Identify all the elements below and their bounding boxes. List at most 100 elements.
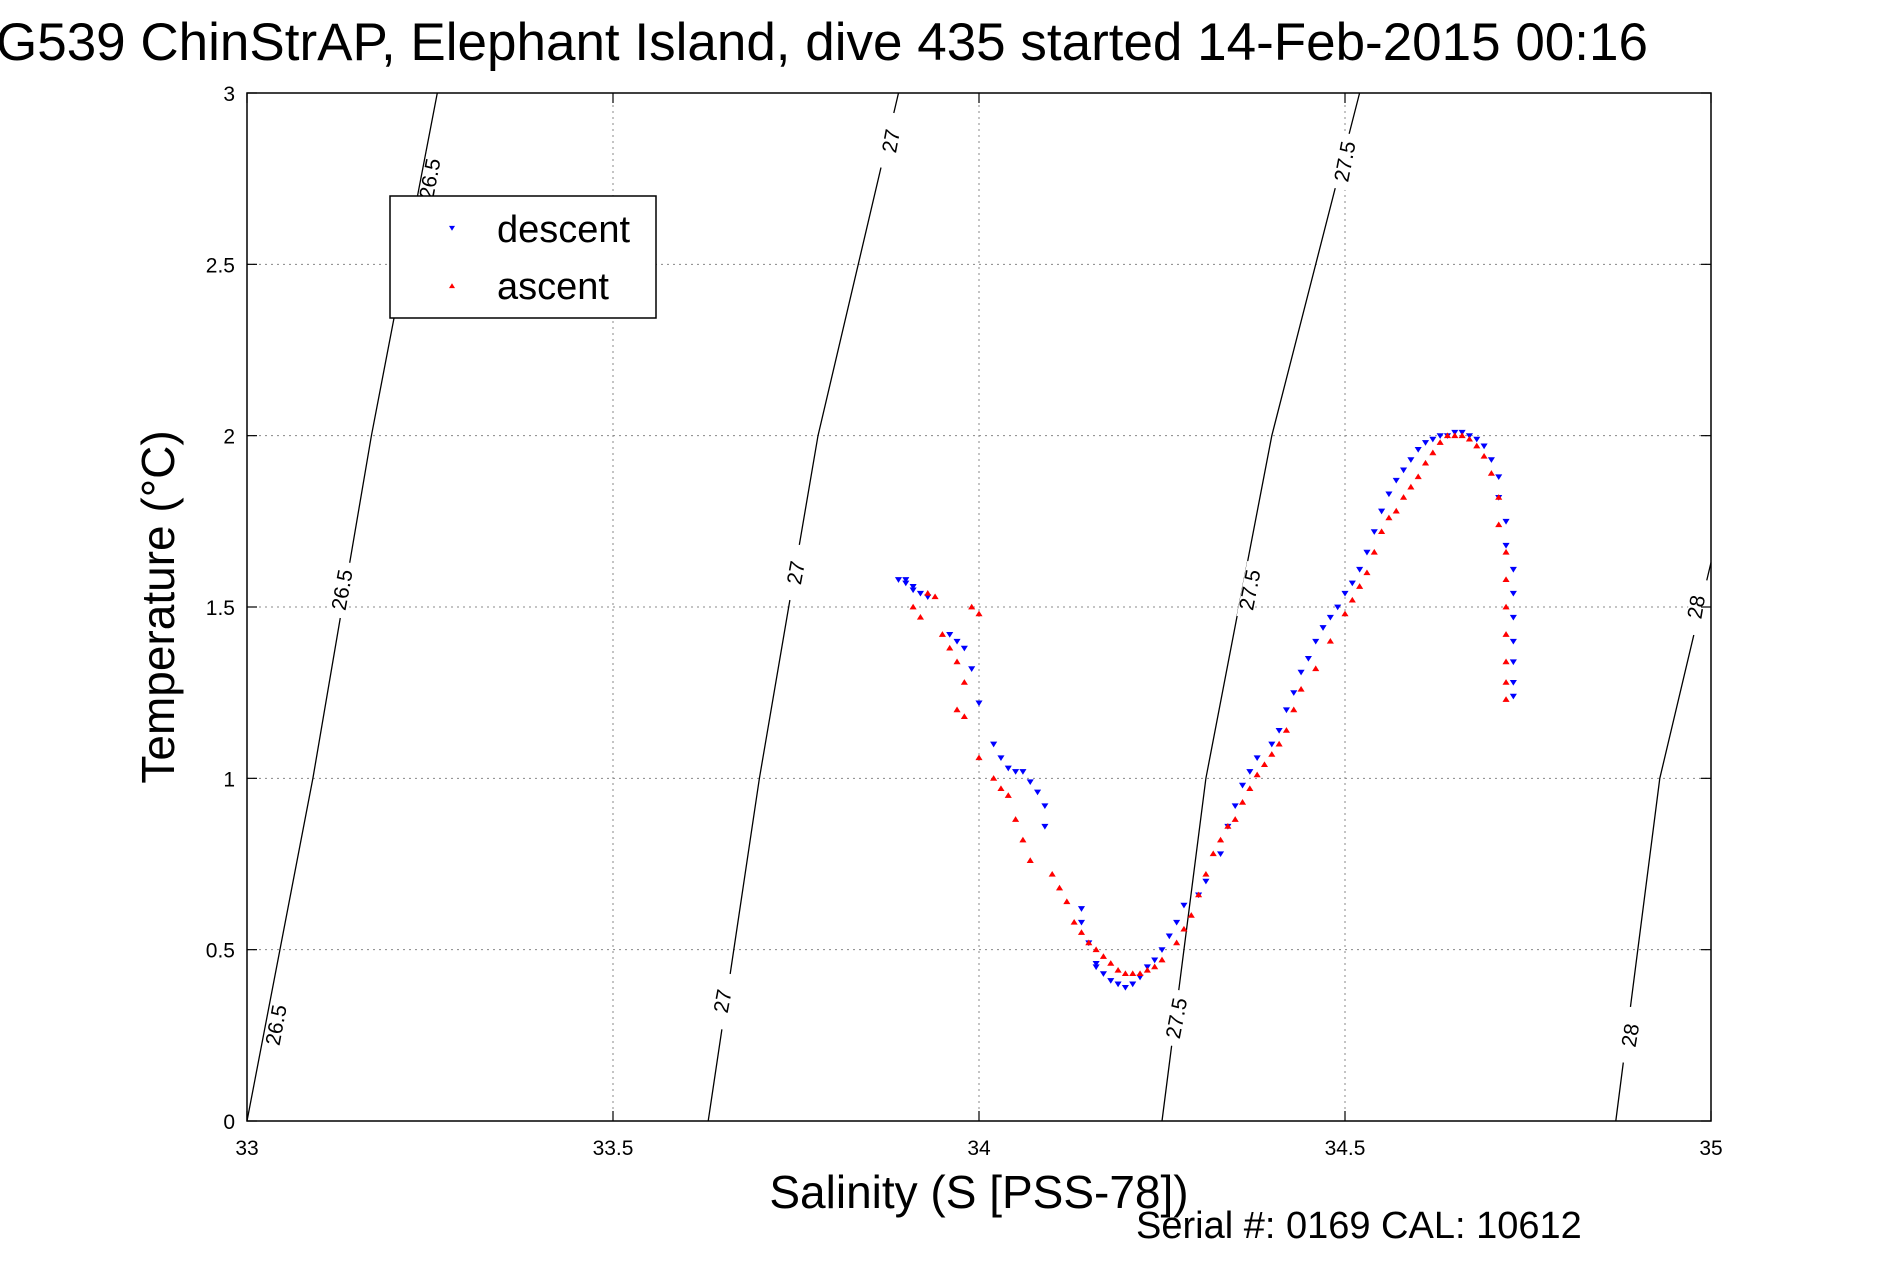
ascent-point [1414, 473, 1422, 480]
descent-point [1312, 638, 1320, 645]
descent-point [1341, 590, 1349, 597]
x-tick-label: 34.5 [1325, 1137, 1366, 1160]
isopycnal-27 [707, 92, 900, 1122]
ascent-point [1012, 816, 1020, 822]
y-tick-label: 1.5 [206, 597, 235, 620]
descent-point [946, 632, 954, 638]
descent-point [1436, 433, 1444, 439]
ascent-point [1151, 963, 1159, 970]
legend-ascent-label: ascent [497, 266, 609, 308]
ascent-point [946, 644, 954, 651]
contour-label: 27 [710, 988, 737, 1015]
descent-point [909, 587, 917, 594]
descent-point [1217, 851, 1225, 857]
descent-point [1077, 906, 1086, 912]
ascent-point [1195, 891, 1203, 898]
descent-point [1231, 803, 1239, 810]
descent-point [1092, 964, 1100, 971]
ascent-point [1341, 610, 1349, 617]
ascent-point [975, 754, 983, 761]
ascent-point [1282, 727, 1290, 733]
descent-point [1158, 947, 1166, 953]
ascent-point [1180, 925, 1188, 932]
ascent-point [1187, 912, 1195, 918]
ascent-point [1502, 658, 1510, 665]
ascent-point [953, 706, 961, 713]
ascent-point [1268, 751, 1276, 757]
descent-point [1041, 803, 1049, 810]
descent-point [968, 666, 976, 672]
descent-point [1348, 580, 1356, 587]
y-tick-label: 0.5 [206, 940, 235, 963]
ascent-point [1502, 576, 1510, 582]
data-points [894, 429, 1517, 991]
descent-point [1121, 984, 1129, 991]
descent-point [1246, 769, 1254, 775]
descent-point [1502, 518, 1510, 525]
ascent-point [968, 603, 976, 610]
contour-label-bg [878, 111, 905, 170]
descent-point [1473, 436, 1481, 443]
descent-point [1392, 477, 1400, 484]
ascent-point [997, 785, 1005, 792]
ascent-point [1480, 452, 1488, 459]
ascent-point [975, 610, 983, 617]
ascent-point [1297, 685, 1305, 692]
descent-point [1509, 566, 1517, 573]
descent-point [1480, 443, 1488, 450]
descent-point [1202, 878, 1210, 885]
descent-point [1004, 765, 1012, 772]
ascent-point [1363, 569, 1371, 576]
ascent-point [1238, 799, 1247, 805]
ascent-point [1312, 665, 1320, 672]
ascent-point [1370, 548, 1378, 555]
ascent-point [1421, 459, 1430, 466]
descent-point [1370, 529, 1378, 535]
descent-point [1509, 679, 1517, 686]
y-tick-label: 2.5 [206, 254, 235, 277]
descent-point [1077, 919, 1086, 926]
y-tick-label: 3 [223, 83, 235, 106]
contour-label: 27.5 [1235, 568, 1265, 612]
descent-point [1407, 457, 1415, 463]
descent-point [916, 590, 924, 597]
ascent-point [1495, 521, 1503, 528]
y-tick-label: 1 [223, 768, 235, 791]
ascent-point [1487, 470, 1495, 476]
contour-label: 27 [783, 559, 810, 586]
descent-point [1509, 659, 1517, 666]
legend-ascent-marker [449, 283, 455, 289]
contour-label-bg [263, 996, 290, 1055]
contour-label-bg [1163, 989, 1190, 1048]
descent-point [1509, 590, 1517, 597]
ascent-point [1173, 939, 1181, 946]
ascent-point [1231, 816, 1239, 822]
descent-point [1334, 604, 1342, 611]
descent-point [894, 577, 903, 583]
descent-point [1173, 919, 1181, 926]
contour-label-bg [329, 560, 356, 619]
grid-lines [247, 93, 1711, 1121]
ascent-point [1348, 596, 1356, 603]
ascent-point [1143, 966, 1151, 973]
x-axis-label: Salinity (S [PSS-78]) [769, 1166, 1188, 1218]
serial-cal-label: Serial #: 0169 CAL: 10612 [1136, 1205, 1582, 1247]
ascent-point [1502, 679, 1510, 685]
ascent-point [1443, 432, 1452, 439]
ascent-point [1465, 435, 1473, 442]
contour-label-bg [1331, 132, 1359, 191]
descent-point [1151, 957, 1159, 964]
descent-point [1253, 755, 1261, 762]
ascent-point [1473, 442, 1481, 449]
contour-label: 27 [878, 127, 905, 154]
ascent-point [1400, 494, 1408, 500]
ascent-point [1019, 836, 1027, 843]
ascent-point [1004, 792, 1012, 798]
descent-point [1385, 491, 1393, 498]
contour-label: 26.5 [262, 1003, 292, 1047]
descent-point [909, 584, 917, 590]
ascent-point [1055, 884, 1064, 891]
descent-point [997, 755, 1005, 762]
descent-point [1502, 542, 1510, 549]
